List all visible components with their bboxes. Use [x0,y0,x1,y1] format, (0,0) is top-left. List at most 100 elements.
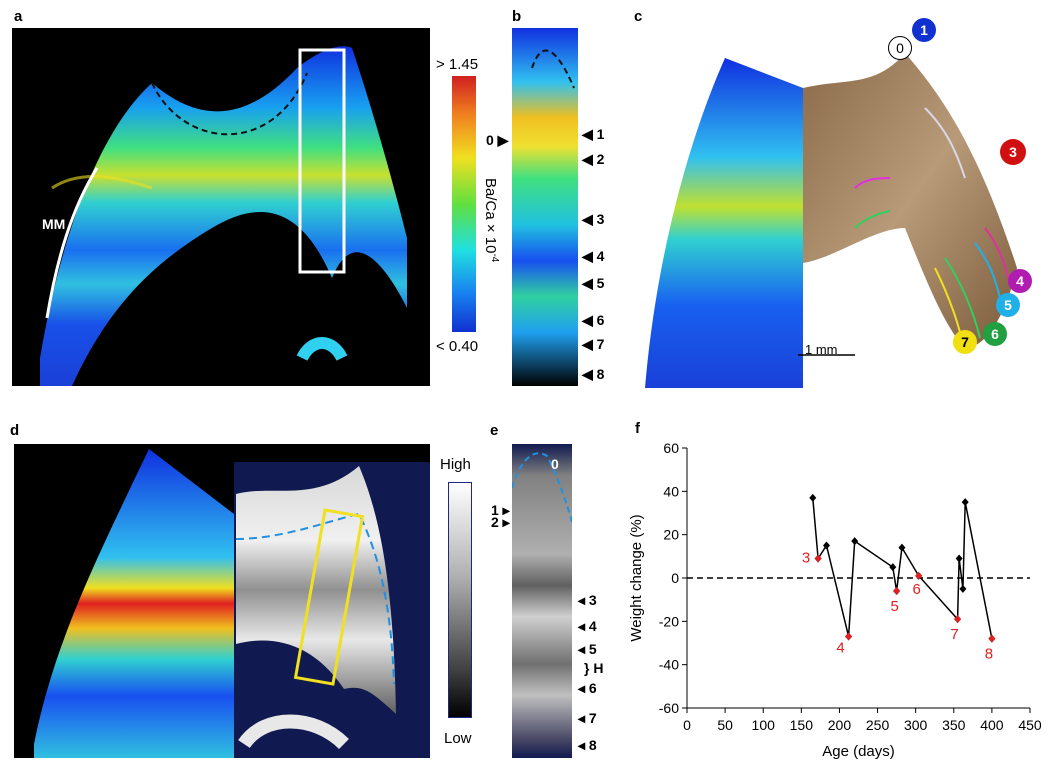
x-tick-label: 200 [828,717,852,733]
annotated-point [893,587,901,595]
panel-label-f: f [635,420,640,437]
grey-e-dashed-line [511,452,573,523]
colorbar-a-min: < 0.40 [436,338,479,355]
heatmap-b-svg [512,28,578,386]
annotated-point [954,615,962,624]
b-marker-7: ◀ 7 [582,336,605,352]
composite-c [645,28,1045,388]
heatmap-a-growth-line [51,175,153,190]
colorbar-d-max: High [440,456,471,473]
colorbar-d-min: Low [444,730,472,747]
point-annotation: 5 [890,598,898,615]
data-point [898,543,906,552]
x-axis-label: Age (days) [822,743,895,760]
composite-d-grey-half [236,466,396,714]
x-tick-label: 250 [866,717,890,733]
annotated-point [845,632,853,641]
chart-axes: -60 -40 -20 0 20 40 60 0 50 100 150 200 250 300 350 400… [628,440,1042,760]
y-tick-label: -60 [659,700,679,716]
colorbar-a-title-text: Ba/Ca × 10 [482,178,499,254]
e-marker-6: ◂ 6 [578,680,597,696]
composite-c-line-magenta [854,177,891,189]
composite-c-line-white [924,107,966,179]
data-point [955,554,963,563]
data-point [961,498,969,507]
x-tick-label: 300 [904,717,928,733]
x-tick-label: 150 [790,717,814,733]
grey-e [511,444,573,758]
composite-c-heatmap-half [645,58,803,388]
mm-line [45,167,99,319]
heatmap-a-band [40,46,407,386]
heatmap-b-band [512,28,578,386]
point-annotation: 8 [985,646,993,663]
x-tick-label: 0 [683,717,691,733]
weight-change-chart: -60 -40 -20 0 20 40 60 0 50 100 150 200 250 300 350 400… [628,440,1042,760]
y-tick-label: -40 [659,657,679,673]
composite-d-selection-box [293,508,365,686]
composite-d-dashed-line [235,512,395,685]
c-circle-6: 6 [983,322,1007,346]
point-annotation: 3 [802,550,810,567]
panel-label-a: a [14,8,23,25]
data-point [822,541,830,550]
b-marker-8: ◀ 8 [582,366,605,382]
composite-d-heatmap-half [34,449,234,758]
b-marker-1: ◀ 1 [582,126,605,142]
composite-d [14,444,430,758]
annotated-point [814,554,822,563]
e-marker-0: 0 [551,456,559,472]
heatmap-a-selection-box [298,48,346,274]
c-circle-5: 5 [996,293,1020,317]
e-marker-H: } H [584,660,604,676]
y-tick-label: -20 [659,613,679,629]
b-marker-3: ◀ 3 [582,211,605,227]
mm-label: MM [42,216,66,232]
composite-c-svg [645,53,1017,388]
b-marker-6: ◀ 6 [582,312,605,328]
data-point [809,493,817,502]
e-marker-1: 1 ▸ [491,502,510,518]
x-tick-label: 450 [1018,717,1042,733]
heatmap-b [512,28,578,386]
x-tick-label: 50 [717,717,733,733]
panel-label-d: d [10,422,20,439]
composite-c-line-cyan [974,242,1001,299]
panel-label-e: e [490,422,499,439]
chart-marks: 3 4 56 7 8 [687,493,1030,663]
scale-bar-label: 1 mm [805,342,838,357]
e-marker-5: ◂ 5 [578,641,597,657]
colorbar-d [448,482,472,718]
heatmap-a-svg [40,46,407,386]
c-circle-7: 7 [953,330,977,354]
panel-label-b: b [512,8,522,25]
e-marker-8: ◂ 8 [578,737,597,753]
c-circle-1: 1 [912,18,936,42]
heatmap-a: MM [12,28,430,386]
y-tick-label: 0 [671,570,679,586]
e-marker-3: ◂ 3 [578,592,597,608]
composite-c-line-green2 [944,257,981,339]
point-annotation: 6 [913,581,921,598]
c-circle-3: 3 [1000,139,1026,165]
heatmap-b-dashed-line [531,49,575,89]
point-annotation: 7 [950,626,958,643]
heatmap-a-lower-arc [296,337,348,362]
series-line [812,497,993,639]
colorbar-a-exponent: -4 [489,253,500,263]
data-point [851,537,859,546]
composite-c-shell-half [803,53,1017,348]
panel-label-c: c [634,8,643,25]
y-tick-label: 40 [663,483,679,499]
data-point [959,584,967,593]
x-tick-label: 100 [752,717,776,733]
b-marker-2: ◀ 2 [582,151,605,167]
composite-d-svg [34,449,430,758]
colorbar-a-title: Ba/Ca × 10-4 [480,178,500,298]
y-tick-label: 60 [663,440,679,456]
b-marker-5: ◀ 5 [582,275,605,291]
b-marker-4: ◀ 4 [582,248,605,264]
annotated-point [988,634,996,643]
composite-d-lower-arc [238,714,349,750]
grey-e-svg [511,452,573,523]
